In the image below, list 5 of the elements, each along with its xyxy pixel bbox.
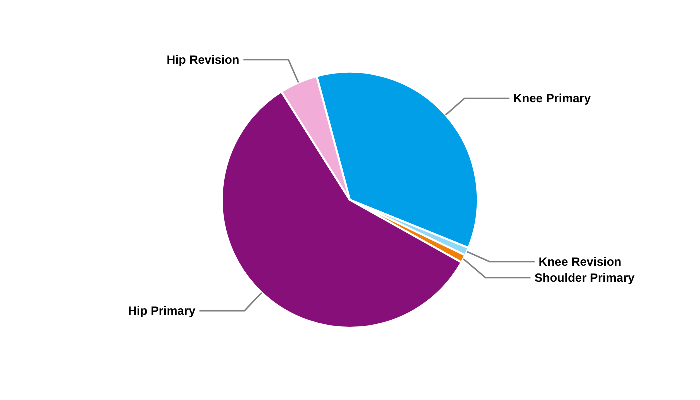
- slice-label: Knee Primary: [514, 92, 592, 106]
- slice-label: Knee Revision: [538, 254, 622, 269]
- slice-label: Hip Revision: [166, 52, 240, 67]
- slice-label: Shoulder Primary: [534, 270, 636, 285]
- slice-label: Hip Primary: [128, 304, 196, 318]
